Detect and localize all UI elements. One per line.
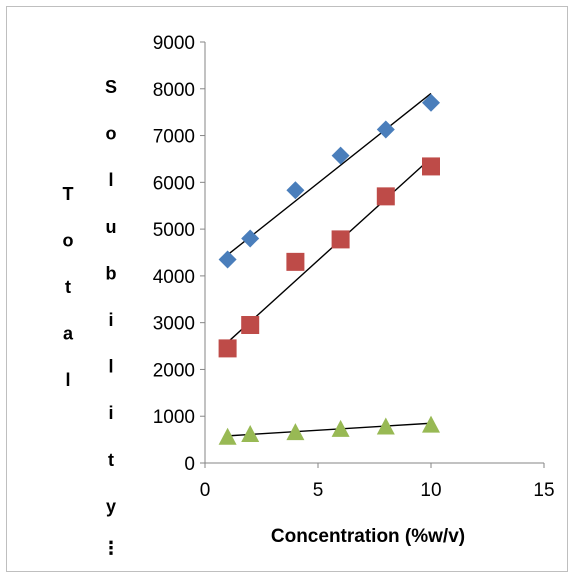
y-tick-label: 0 — [184, 454, 195, 475]
data-point-square — [241, 316, 260, 335]
tick-labels: 0 1000 2000 3000 4000 5000 6000 7000 8000 9000 0 5 1… — [153, 33, 555, 501]
y-tick-label: 2000 — [153, 360, 195, 381]
trendline — [227, 422, 432, 437]
data-point-triangle — [241, 424, 260, 442]
y-axis-label-letter: l — [108, 357, 113, 377]
y-tick-label: 6000 — [153, 173, 195, 194]
y-axis-label-letter: i — [108, 310, 113, 330]
y-axis-label-letter: T — [63, 184, 74, 204]
y-axis-label-letter: l — [108, 170, 113, 190]
data-point-triangle — [286, 423, 305, 441]
y-axis-label-letter: i — [108, 403, 113, 423]
data-point-square — [218, 339, 237, 358]
y-tick-label: 8000 — [153, 80, 195, 101]
data-point-square — [376, 187, 395, 206]
y-tick-label: 7000 — [153, 127, 195, 148]
data-point-square — [331, 230, 350, 249]
y-axis-label-letter: o — [106, 124, 117, 144]
y-axis-label-letter: l — [65, 370, 70, 390]
chart-frame: 0 1000 2000 3000 4000 5000 6000 7000 8000 9000 0 5 1… — [6, 6, 568, 572]
x-tick-label: 5 — [313, 480, 324, 501]
y-axis-label-letter: u — [106, 217, 117, 237]
y-axis-label: To t a l So l u b i l i t y ⋮ — [63, 77, 121, 558]
trendline — [227, 92, 432, 256]
y-axis-label-letter: t — [108, 450, 114, 470]
data-point-diamond — [286, 181, 305, 200]
data-point-diamond — [241, 229, 260, 248]
x-tick-label: 15 — [533, 480, 554, 501]
y-axis-label-letter: y — [106, 496, 116, 516]
data-point-square — [286, 252, 305, 271]
data-points — [218, 93, 440, 445]
data-point-triangle — [376, 417, 395, 435]
y-tick-label: 3000 — [153, 314, 195, 335]
data-point-diamond — [422, 93, 440, 112]
x-tick-label: 10 — [420, 480, 441, 501]
data-point-diamond — [331, 146, 350, 165]
data-point-diamond — [376, 120, 395, 139]
trendline — [227, 157, 432, 343]
axes — [200, 41, 545, 468]
data-point-square — [422, 157, 440, 176]
scatter-chart: 0 1000 2000 3000 4000 5000 6000 7000 8000 9000 0 5 1… — [63, 33, 555, 558]
y-axis-label-letter: b — [106, 263, 117, 283]
data-point-triangle — [331, 419, 350, 437]
y-axis-label-ellipsis: ⋮ — [102, 538, 120, 558]
y-tick-label: 1000 — [153, 407, 195, 428]
y-axis-label-letter: a — [63, 324, 74, 344]
y-tick-label: 9000 — [153, 33, 195, 54]
data-point-triangle — [422, 415, 440, 433]
x-axis-label: Concentration (%w/v) — [271, 526, 465, 547]
y-tick-label: 5000 — [153, 220, 195, 241]
trendlines — [227, 92, 432, 437]
y-axis-label-letter: t — [65, 277, 71, 297]
data-point-diamond — [218, 250, 237, 269]
data-point-triangle — [218, 427, 237, 445]
y-axis-label-letter: o — [63, 231, 74, 251]
y-axis-label-letter: S — [105, 77, 117, 97]
x-tick-label: 0 — [200, 480, 211, 501]
y-tick-label: 4000 — [153, 267, 195, 288]
